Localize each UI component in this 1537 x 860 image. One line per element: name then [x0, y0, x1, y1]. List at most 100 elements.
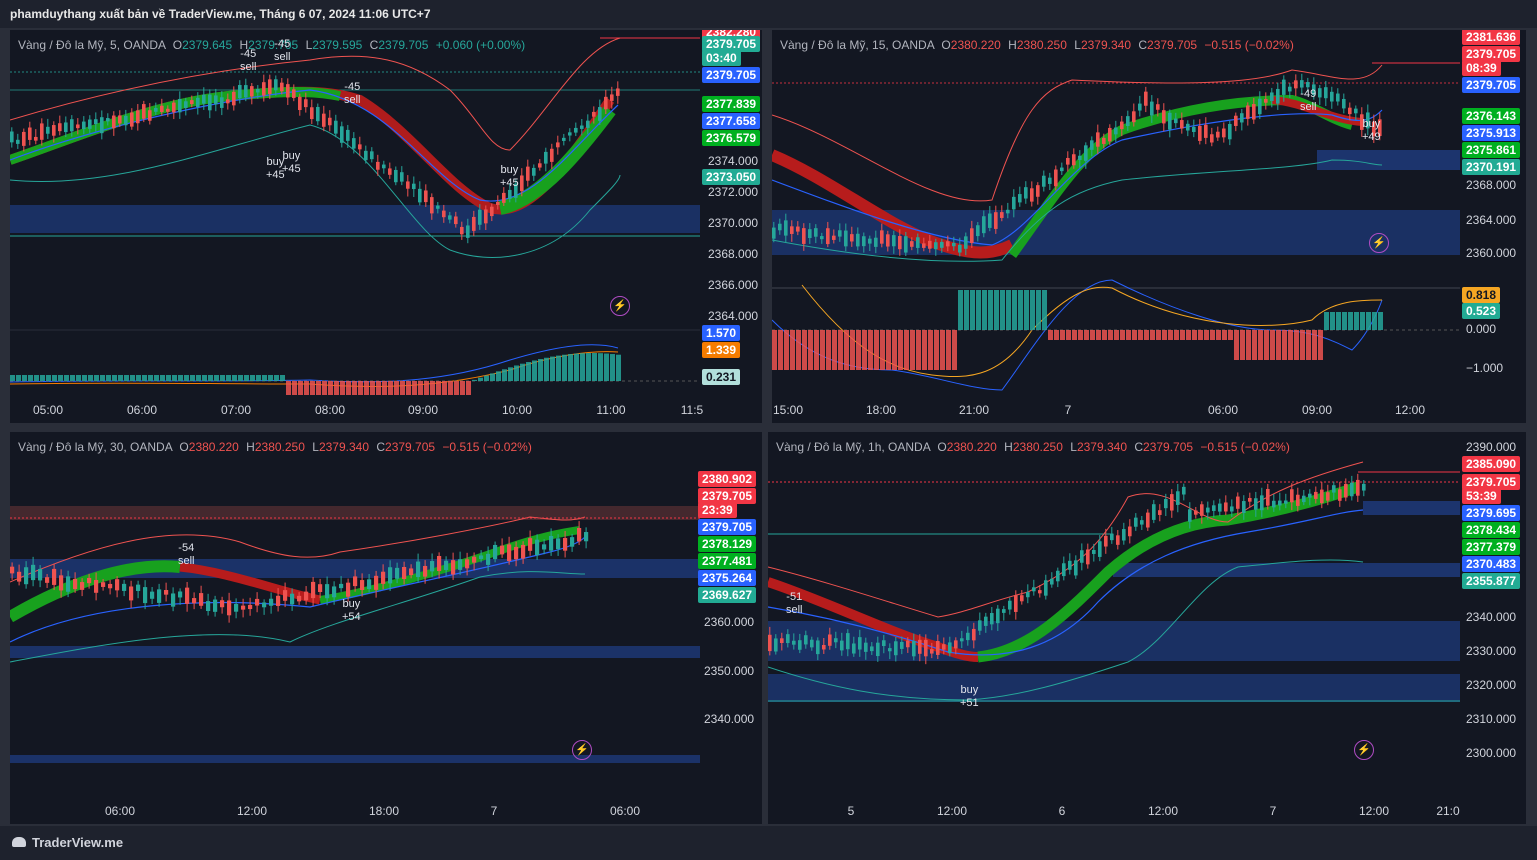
histogram-bar	[880, 330, 885, 370]
candle-body	[850, 234, 854, 242]
candle-body	[82, 121, 86, 130]
histogram-bar	[778, 330, 783, 370]
candle-body	[190, 100, 194, 105]
price-chart-30m[interactable]	[10, 432, 762, 824]
candle-body	[772, 227, 776, 239]
candle-body	[430, 197, 434, 214]
histogram-bar	[1186, 330, 1191, 340]
candle-body	[364, 150, 368, 161]
price-badge: 2375.913	[1462, 125, 1521, 141]
histogram-bar	[1132, 330, 1137, 340]
low-value: 2379.340	[1080, 38, 1131, 52]
candle-body	[1038, 590, 1042, 594]
y-tick: 2368.000	[1466, 178, 1517, 192]
x-tick: 11:5	[680, 403, 704, 417]
candle-body	[1282, 79, 1286, 95]
candle-body	[1150, 101, 1154, 116]
x-tick: 06:00	[1207, 403, 1239, 417]
candle-body	[1000, 212, 1004, 218]
candle-body	[852, 643, 856, 654]
alert-bolt-icon[interactable]: ⚡	[1354, 740, 1374, 760]
candle-body	[106, 118, 110, 122]
histogram-bar	[460, 381, 465, 395]
candle-body	[532, 167, 536, 176]
candle-body	[1072, 154, 1076, 166]
histogram-bar	[280, 375, 285, 381]
price-chart-15m[interactable]	[772, 30, 1526, 423]
alert-bolt-icon[interactable]: ⚡	[1369, 233, 1389, 253]
x-tick: 5	[847, 804, 855, 818]
alert-bolt-icon[interactable]: ⚡	[610, 296, 630, 316]
candle-body	[28, 127, 32, 140]
candle-body	[353, 576, 358, 587]
histogram-bar	[598, 353, 603, 381]
histogram-bar	[172, 375, 177, 381]
buy-signal: buy +45	[500, 164, 519, 189]
histogram-bar	[502, 369, 507, 381]
candle-body	[1242, 501, 1246, 513]
candle-body	[160, 105, 164, 112]
candle-body	[1222, 128, 1226, 138]
candle-body	[1050, 578, 1054, 585]
candle-body	[778, 223, 782, 231]
price-badge: 2377.839	[702, 96, 761, 112]
candle-body	[1026, 592, 1030, 598]
candle-body	[1102, 137, 1106, 144]
histogram-bar	[928, 330, 933, 370]
histogram-bar	[1120, 330, 1125, 340]
histogram-bar	[1048, 330, 1053, 340]
chart-panel-15m[interactable]: Vàng / Đô la Mỹ, 15, OANDA O2380.220 H23…	[772, 30, 1526, 423]
osc-badge: 1.339	[702, 342, 741, 358]
histogram-bar	[238, 375, 243, 381]
x-tick: 7	[490, 804, 498, 818]
candle-body	[214, 95, 218, 105]
candle-body	[340, 126, 344, 143]
histogram-bar	[1174, 330, 1179, 340]
candle-body	[840, 640, 844, 651]
candle-body	[1170, 494, 1174, 511]
candle-body	[768, 634, 772, 652]
candle-body	[479, 555, 484, 559]
candle-body	[1266, 488, 1270, 506]
histogram-bar	[1102, 330, 1107, 340]
candle-body	[535, 539, 540, 556]
candle-body	[376, 161, 380, 170]
candle-body	[374, 575, 379, 590]
x-tick: 12:00	[1394, 403, 1426, 417]
alert-bolt-icon[interactable]: ⚡	[572, 740, 592, 760]
x-tick: 12:00	[936, 804, 968, 818]
candle-body	[325, 584, 330, 599]
candle-body	[862, 236, 866, 247]
chart-panel-30m[interactable]: Vàng / Đô la Mỹ, 30, OANDA O2380.220 H23…	[10, 432, 762, 824]
candle-body	[1186, 123, 1190, 131]
chart-panel-1h[interactable]: Vàng / Đô la Mỹ, 1h, OANDA O2380.220 H23…	[768, 432, 1526, 824]
histogram-bar	[970, 290, 975, 330]
candle-body	[1194, 510, 1198, 515]
histogram-bar	[1108, 330, 1113, 340]
candle-body	[395, 567, 400, 579]
candle-body	[1122, 529, 1126, 541]
histogram-bar	[286, 381, 291, 395]
chart-panel-5m[interactable]: Vàng / Đô la Mỹ, 5, OANDA O2379.645 H237…	[10, 30, 762, 423]
publish-header: phamduythang xuất bản về TraderView.me, …	[0, 0, 1537, 28]
candle-body	[1336, 93, 1340, 102]
osc-tick: 0.000	[1466, 322, 1497, 336]
candle-body	[1182, 486, 1186, 495]
price-chart-5m[interactable]	[10, 30, 762, 423]
candle-body	[442, 210, 446, 218]
price-badge: 2379.705	[702, 67, 761, 83]
close-value: 2379.705	[378, 38, 429, 52]
x-tick: 11:00	[596, 403, 626, 417]
candle-body	[802, 228, 806, 244]
histogram-bar	[448, 381, 453, 395]
histogram-bar	[184, 375, 189, 381]
histogram-bar	[856, 330, 861, 370]
candle-body	[946, 241, 950, 247]
candle-body	[1164, 499, 1168, 509]
candle-body	[118, 115, 122, 124]
histogram-bar	[1084, 330, 1089, 340]
symbol-legend: Vàng / Đô la Mỹ, 1h, OANDA O2380.220 H23…	[776, 440, 1290, 454]
candle-body	[46, 126, 50, 134]
candle-body	[334, 120, 338, 134]
price-chart-1h[interactable]	[768, 432, 1526, 824]
